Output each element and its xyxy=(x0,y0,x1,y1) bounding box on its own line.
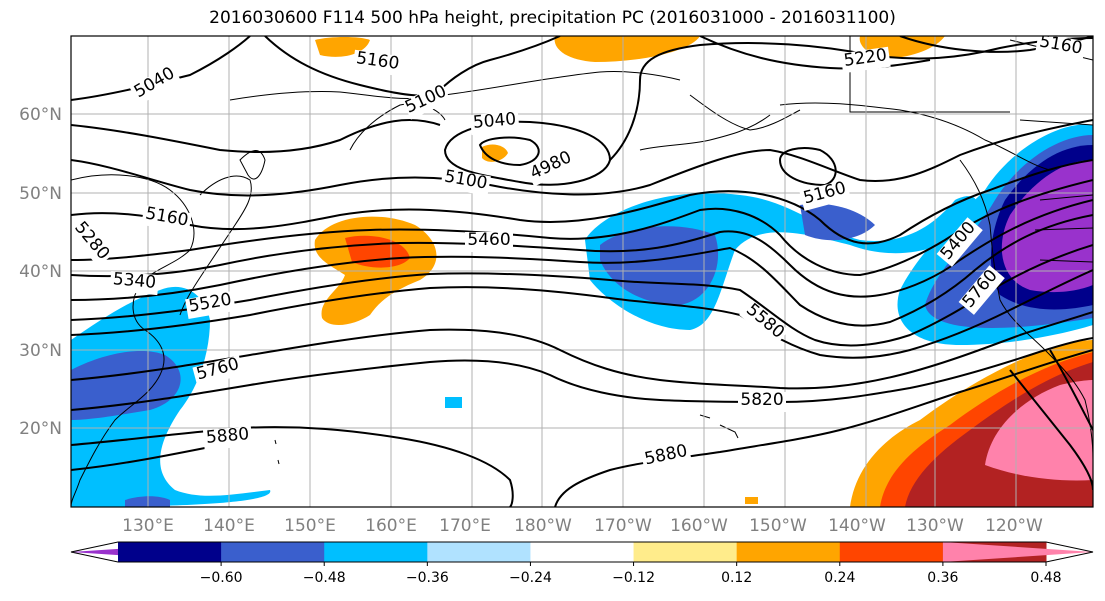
contour-labels: 5040 5160 5100 5040 4980 5220 5160 5100 … xyxy=(71,31,1086,472)
colorbar-swatch xyxy=(736,542,841,562)
colorbar-tick-label: 0.12 xyxy=(721,570,752,586)
height-contours xyxy=(71,36,1093,507)
lat-label: 20°N xyxy=(19,419,62,439)
contour-label: 5340 xyxy=(109,269,160,296)
contour-label: 5160 xyxy=(352,48,403,77)
lon-label: 180°W xyxy=(514,516,572,536)
lon-label: 170°W xyxy=(594,516,652,536)
lon-label: 140°E xyxy=(203,516,255,536)
lon-label: 150°E xyxy=(284,516,336,536)
lon-labels: 130°E 140°E 150°E 160°E 170°E 180°W 170°… xyxy=(122,516,1043,536)
colorbar-tick-label: 0.36 xyxy=(927,570,958,586)
colorbar-swatch xyxy=(118,542,222,562)
lon-label: 120°W xyxy=(985,516,1043,536)
contour-label: 5100 xyxy=(440,166,491,197)
map-title: 2016030600 F114 500 hPa height, precipit… xyxy=(209,8,896,28)
lat-label: 30°N xyxy=(19,341,62,361)
colorbar-swatch xyxy=(221,542,325,562)
contour-label: 5520 xyxy=(185,289,236,320)
colorbar-swatch xyxy=(324,542,428,562)
colorbar-swatch xyxy=(839,542,944,562)
colorbar-tick-label: −0.24 xyxy=(509,570,552,586)
svg-text:5460: 5460 xyxy=(467,230,510,250)
contour-label: 5160 xyxy=(1035,31,1086,62)
svg-text:5040: 5040 xyxy=(472,109,517,133)
lon-label: 160°E xyxy=(365,516,417,536)
colorbar-tick-labels: −0.60 −0.48 −0.36 −0.24 −0.12 0.12 0.24 0.36 0.4… xyxy=(200,570,1062,586)
colorbar-tick-label: −0.48 xyxy=(303,570,346,586)
svg-text:5880: 5880 xyxy=(205,424,250,448)
colorbar-swatch xyxy=(942,542,1093,562)
contour-label: 5880 xyxy=(202,424,253,451)
colorbar-swatch xyxy=(530,542,635,562)
colorbar xyxy=(70,541,1094,566)
svg-text:5160: 5160 xyxy=(1038,31,1084,58)
lon-label: 160°W xyxy=(670,516,728,536)
lon-label: 130°W xyxy=(906,516,964,536)
colorbar-tick-label: −0.12 xyxy=(612,570,655,586)
lat-labels: 60°N 50°N 40°N 30°N 20°N xyxy=(19,105,62,439)
colorbar-tick-label: −0.60 xyxy=(200,570,243,586)
contour-label: 5040 xyxy=(469,109,520,136)
lon-label: 170°E xyxy=(439,516,491,536)
map-frame xyxy=(70,35,1094,508)
colorbar-tick-label: 0.48 xyxy=(1030,570,1061,586)
colorbar-tick-label: 0.24 xyxy=(824,570,855,586)
map-plot-area: 5040 5160 5100 5040 4980 5220 5160 5100 … xyxy=(71,31,1093,507)
lon-label: 150°W xyxy=(749,516,807,536)
svg-text:5340: 5340 xyxy=(112,269,157,293)
colorbar-swatch xyxy=(427,542,531,562)
contour-label: 5220 xyxy=(840,45,891,74)
contour-label: 5820 xyxy=(738,390,786,412)
contour-label: 5160 xyxy=(141,203,192,234)
lat-label: 50°N xyxy=(19,184,62,204)
lat-label: 60°N xyxy=(19,105,62,125)
colorbar-outline xyxy=(70,541,1094,563)
lat-label: 40°N xyxy=(19,262,62,282)
colorbar-swatch xyxy=(633,542,738,562)
svg-text:5820: 5820 xyxy=(740,390,783,410)
colorbar-tick-label: −0.36 xyxy=(406,570,449,586)
lon-label: 140°W xyxy=(828,516,886,536)
lon-label: 130°E xyxy=(122,516,174,536)
contour-label: 5460 xyxy=(465,230,513,252)
